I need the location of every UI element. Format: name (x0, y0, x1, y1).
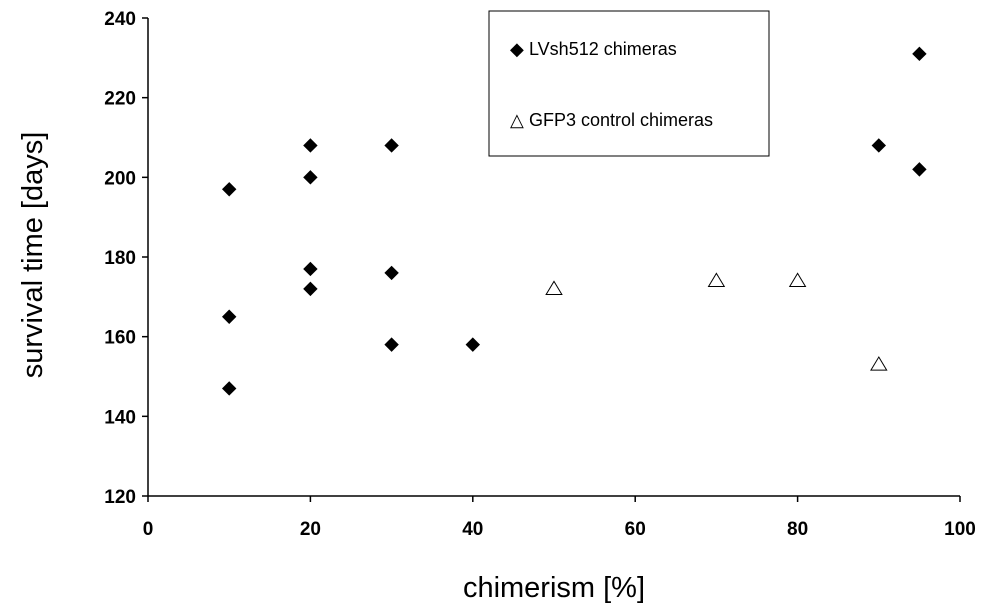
data-point-lvsh512 (221, 182, 237, 197)
legend-label-gfp3: GFP3 control chimeras (529, 110, 713, 130)
legend-symbol-lvsh512: ◆ (510, 39, 524, 59)
data-point-lvsh512 (303, 138, 318, 153)
y-tick-label: 140 (104, 407, 136, 428)
x-tick-label: 100 (944, 519, 976, 540)
y-axis-title: survival time [days] (17, 132, 49, 379)
data-point-lvsh512 (303, 261, 318, 277)
legend-box (488, 10, 770, 157)
x-tick-label: 80 (787, 519, 808, 540)
data-point-gfp3 (788, 272, 807, 288)
y-tick-label: 220 (104, 89, 136, 110)
data-point-lvsh512 (871, 138, 887, 153)
data-point-lvsh512 (384, 337, 399, 352)
x-tick-label: 40 (462, 519, 483, 540)
data-point-lvsh512 (384, 265, 399, 281)
data-points (221, 46, 927, 396)
legend-symbol-gfp3: △ (510, 110, 524, 130)
legend-label-lvsh512: LVsh512 chimeras (529, 39, 677, 59)
axis-ticks: 120 140 160 180 200 220 240 0 20 40 60 80 100 (104, 9, 976, 540)
data-point-gfp3 (707, 272, 726, 288)
data-point-lvsh512 (912, 46, 927, 62)
x-tick-label: 60 (625, 519, 646, 540)
data-point-lvsh512 (384, 138, 399, 153)
data-point-lvsh512 (221, 309, 237, 324)
y-tick-label: 160 (104, 328, 136, 349)
data-point-gfp3 (545, 280, 563, 295)
y-tick-label: 200 (104, 168, 136, 189)
y-tick-label: 180 (104, 248, 136, 269)
data-point-lvsh512 (912, 162, 927, 177)
data-point-lvsh512 (221, 381, 237, 396)
x-tick-label: 0 (143, 519, 154, 540)
data-point-lvsh512 (465, 337, 481, 352)
legend: ◆ LVsh512 chimeras △ GFP3 control chimer… (488, 10, 770, 157)
data-point-lvsh512 (303, 281, 318, 297)
x-axis-title: chimerism [%] (463, 572, 645, 604)
y-tick-label: 120 (104, 487, 136, 508)
y-tick-label: 240 (104, 9, 136, 30)
data-point-lvsh512 (303, 170, 318, 185)
x-tick-label: 20 (300, 519, 321, 540)
data-point-gfp3 (870, 356, 888, 371)
